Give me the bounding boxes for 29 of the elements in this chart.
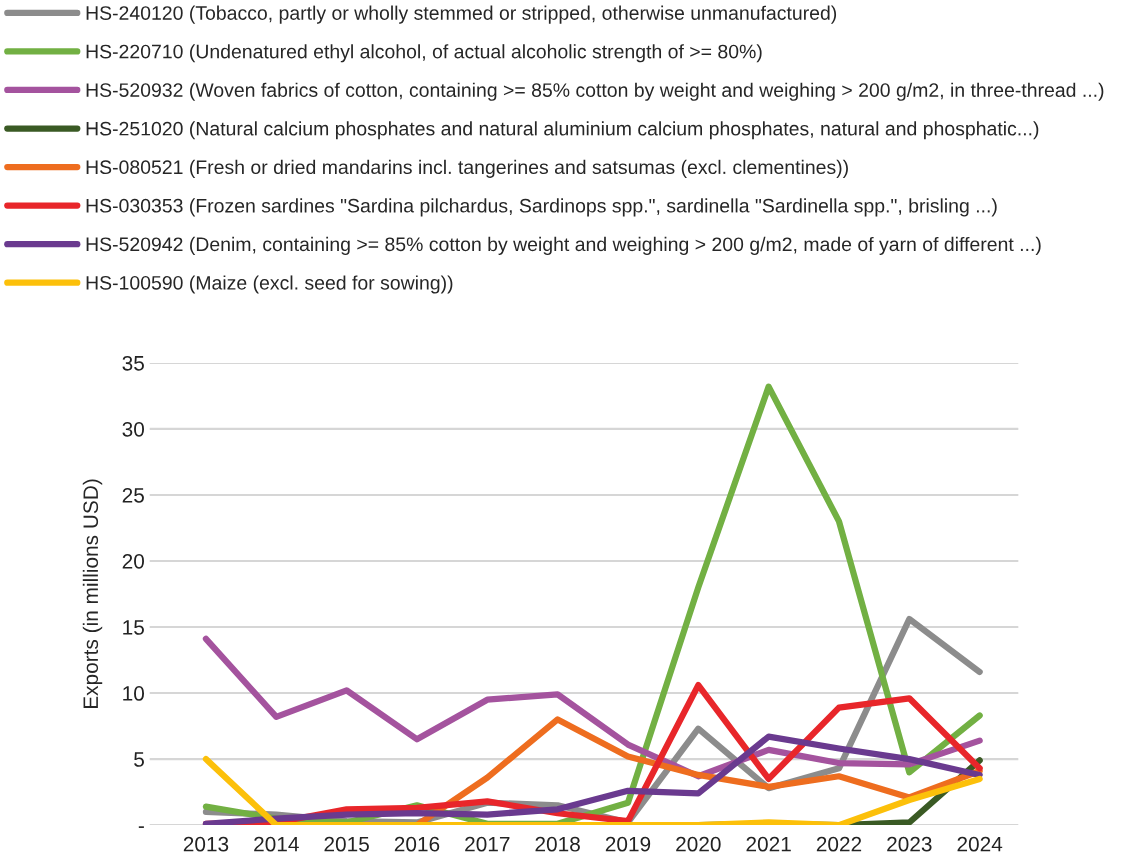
legend-label: HS-251020 (Natural calcium phosphates and natural aluminium calcium phosphates, natural and phosphatic...) [86, 121, 1039, 140]
y-tick-label: 25 [122, 487, 144, 503]
x-tick-label: 2024 [957, 836, 1003, 852]
y-tick-label: 5 [134, 752, 144, 767]
x-tick-label: 2015 [324, 836, 369, 852]
y-tick-label: 20 [122, 553, 145, 569]
legend-label: HS-520942 (Denim, containing >= 85% cotton by weight and weighing > 200 g/m2, made of yarn of different ...) [86, 236, 1041, 255]
y-tick-label: 10 [123, 686, 145, 701]
x-tick-label: 2016 [394, 836, 440, 852]
y-tick-label: 15 [123, 620, 144, 635]
legend-label: HS-220710 (Undenatured ethyl alcohol, of actual alcoholic strength of >= 80%) [86, 44, 762, 63]
y-tick-label: - [138, 826, 144, 828]
x-tick-label: 2022 [816, 836, 862, 852]
legend-label: HS-080521 (Fresh or dried mandarins incl. tangerines and satsumas (excl. clementines)) [86, 159, 848, 178]
legend-label: HS-240120 (Tobacco, partly or wholly stemmed or stripped, otherwise unmanufactured) [86, 5, 837, 24]
legend-label: HS-030353 (Frozen sardines "Sardina pilchardus, Sardinops spp.", sardinella "Sardinella spp.", brisling ...) [86, 198, 997, 217]
y-tick-label: 30 [122, 421, 145, 437]
x-tick-label: 2017 [465, 836, 510, 852]
x-tick-label: 2021 [746, 836, 791, 852]
legend-label: HS-100590 (Maize (excl. seed for sowing)) [86, 275, 453, 294]
y-axis-title: Exports (in millions USD) [82, 479, 103, 709]
x-tick-label: 2014 [254, 836, 299, 852]
x-tick-label: 2019 [605, 836, 651, 852]
x-tick-label: 2018 [535, 836, 580, 852]
y-tick-label: 35 [122, 355, 144, 371]
legend-label: HS-520932 (Woven fabrics of cotton, containing >= 85% cotton by weight and weighing > 200 g/m2, in three-thread ...) [86, 82, 1104, 101]
x-tick-label: 2013 [183, 836, 229, 852]
x-tick-label: 2020 [676, 836, 721, 852]
x-tick-label: 2023 [887, 836, 932, 852]
